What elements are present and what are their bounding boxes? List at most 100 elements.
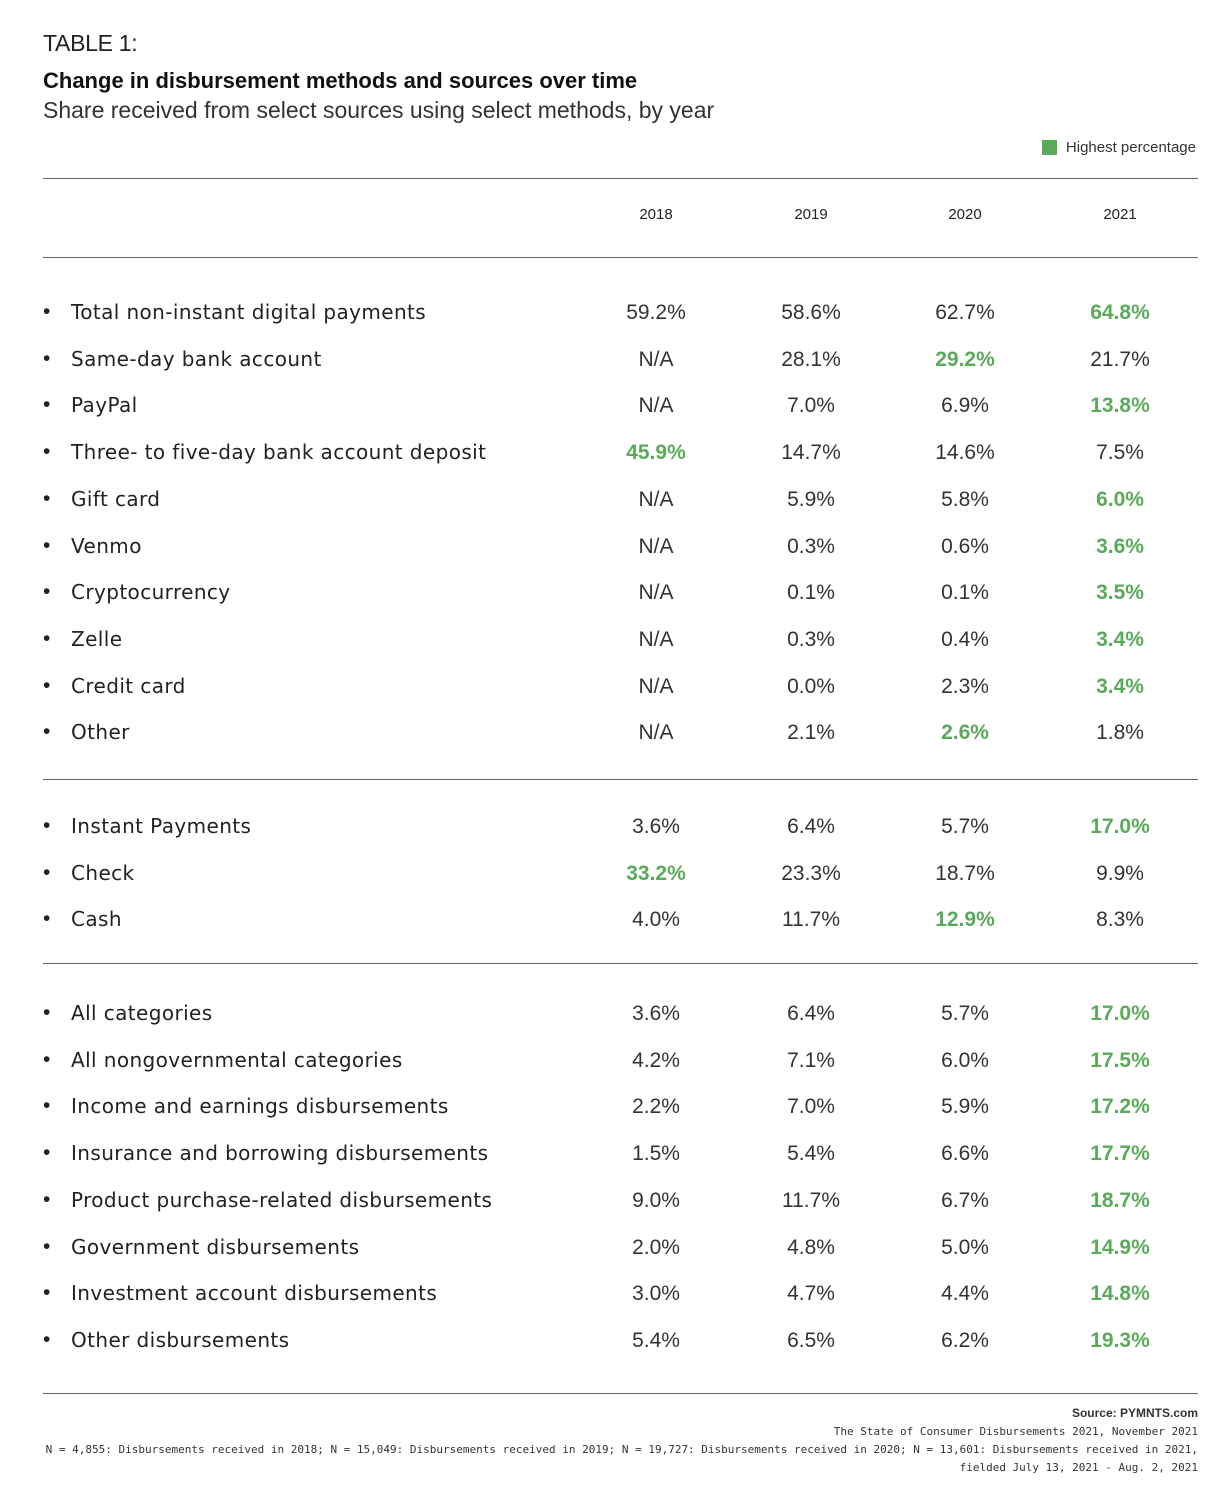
- cell-2020: 18.7%: [935, 861, 995, 885]
- cell-2018: N/A: [638, 674, 674, 698]
- cell-2019: 0.1%: [787, 581, 835, 605]
- bullet-icon: •: [43, 1327, 51, 1351]
- row-label: Venmo: [71, 533, 142, 558]
- bullet-icon: •: [43, 346, 51, 370]
- cell-2020: 5.7%: [941, 1002, 989, 1025]
- table-subtitle: Share received from select sources using…: [43, 97, 715, 123]
- table-row: • Cryptocurrency N/A 0.1% 0.1% 3.5%: [43, 580, 1198, 610]
- row-label: Other: [71, 720, 130, 745]
- bullet-icon: •: [43, 440, 51, 464]
- row-label: PayPal: [71, 393, 138, 418]
- row-label: Credit card: [71, 673, 186, 698]
- cell-2020: 6.9%: [941, 394, 989, 418]
- cell-2021: 8.3%: [1096, 908, 1144, 932]
- cell-2019: 23.3%: [781, 861, 841, 885]
- table-row: • Three- to five-day bank account deposit…: [43, 440, 1198, 470]
- cell-2018: N/A: [638, 394, 674, 418]
- row-label: Three- to five-day bank account deposit: [71, 440, 487, 465]
- cell-2020: 2.6%: [941, 721, 989, 745]
- bottom-rule: [43, 1393, 1198, 1394]
- bullet-icon: •: [43, 393, 51, 417]
- cell-2020: 5.8%: [941, 487, 989, 511]
- cell-2018: N/A: [638, 627, 674, 651]
- row-label: All categories: [71, 1001, 213, 1025]
- cell-2020: 5.7%: [941, 815, 989, 838]
- cell-2021: 17.5%: [1090, 1048, 1150, 1072]
- cell-2018: N/A: [638, 534, 674, 558]
- cell-2019: 4.8%: [787, 1235, 835, 1259]
- table-row: • Government disbursements 2.0% 4.8% 5.0% 14.…: [43, 1235, 1198, 1265]
- bullet-icon: •: [43, 1047, 51, 1071]
- table-row: • Product purchase-related disbursements 9…: [43, 1188, 1198, 1218]
- cell-2021: 14.8%: [1090, 1282, 1150, 1306]
- cell-2020: 6.2%: [941, 1328, 989, 1352]
- bullet-icon: •: [43, 720, 51, 744]
- cell-2021: 17.0%: [1090, 1002, 1150, 1025]
- table-row: • Check 33.2% 23.3% 18.7% 9.9%: [43, 861, 1198, 891]
- bullet-icon: •: [43, 1001, 51, 1024]
- cell-2018: 45.9%: [626, 441, 686, 465]
- row-label: Cash: [71, 907, 122, 932]
- cell-2018: 5.4%: [632, 1328, 680, 1352]
- cell-2019: 5.9%: [787, 487, 835, 511]
- row-label: All nongovernmental categories: [71, 1047, 403, 1072]
- column-header-2019: 2019: [794, 206, 828, 223]
- row-label: Zelle: [71, 626, 123, 651]
- cell-2020: 6.0%: [941, 1048, 989, 1072]
- cell-2018: N/A: [638, 347, 674, 371]
- table-row: • Other N/A 2.1% 2.6% 1.8%: [43, 720, 1198, 750]
- row-label: Income and earnings disbursements: [71, 1094, 449, 1119]
- cell-2021: 13.8%: [1090, 394, 1150, 418]
- cell-2021: 3.4%: [1096, 674, 1144, 698]
- cell-2021: 3.4%: [1096, 627, 1144, 651]
- cell-2020: 0.4%: [941, 627, 989, 651]
- cell-2019: 14.7%: [781, 441, 841, 465]
- cell-2021: 17.2%: [1090, 1095, 1150, 1119]
- row-label: Investment account disbursements: [71, 1281, 438, 1306]
- row-label: Government disbursements: [71, 1234, 360, 1259]
- bullet-icon: •: [43, 486, 51, 510]
- cell-2021: 18.7%: [1090, 1188, 1150, 1212]
- cell-2018: 1.5%: [632, 1142, 680, 1166]
- cell-2021: 1.8%: [1096, 721, 1144, 745]
- row-label: Check: [71, 860, 135, 885]
- table-row: • Cash 4.0% 11.7% 12.9% 8.3%: [43, 907, 1198, 937]
- cell-2018: N/A: [638, 721, 674, 745]
- bullet-icon: •: [43, 907, 51, 931]
- table-row: • Insurance and borrowing disbursements 1.…: [43, 1141, 1198, 1171]
- cell-2021: 6.0%: [1096, 487, 1144, 511]
- cell-2019: 7.0%: [787, 1095, 835, 1119]
- cell-2019: 4.7%: [787, 1282, 835, 1306]
- cell-2020: 0.1%: [941, 581, 989, 605]
- table-row: • PayPal N/A 7.0% 6.9% 13.8%: [43, 393, 1198, 423]
- bullet-icon: •: [43, 814, 51, 837]
- legend-swatch: [1041, 140, 1057, 155]
- cell-2019: 28.1%: [781, 347, 841, 371]
- cell-2020: 6.6%: [941, 1142, 989, 1166]
- cell-2018: N/A: [638, 581, 674, 605]
- table-row: • Total non-instant digital payments 59.2%…: [43, 300, 1198, 330]
- cell-2019: 11.7%: [782, 908, 840, 932]
- table-row: • Other disbursements 5.4% 6.5% 6.2% 19.3%: [43, 1328, 1198, 1358]
- column-header-row: 2018 2019 2020 2021: [43, 206, 1198, 232]
- cell-2021: 3.6%: [1096, 534, 1144, 558]
- row-label: Instant Payments: [71, 814, 252, 838]
- bullet-icon: •: [43, 1187, 51, 1211]
- header-rule: [43, 257, 1198, 258]
- table-row: • Same-day bank account N/A 28.1% 29.2% 21.7%: [43, 347, 1198, 377]
- legend-label: Highest percentage: [1065, 139, 1196, 156]
- table-row: • All categories 3.6% 6.4% 5.7% 17.0%: [43, 1001, 1198, 1031]
- cell-2021: 64.8%: [1090, 301, 1150, 324]
- cell-2019: 0.3%: [787, 627, 835, 651]
- cell-2018: 33.2%: [626, 861, 686, 885]
- cell-2021: 17.7%: [1090, 1142, 1150, 1166]
- footer-source: Source: PYMNTS.com: [1071, 1406, 1198, 1420]
- table-row: • All nongovernmental categories 4.2% 7.1% 6…: [43, 1048, 1198, 1078]
- top-rule: [43, 178, 1198, 179]
- cell-2021: 19.3%: [1090, 1328, 1150, 1352]
- cell-2020: 2.3%: [941, 674, 989, 698]
- bullet-icon: •: [43, 1141, 51, 1165]
- column-header-2018: 2018: [639, 206, 673, 223]
- bullet-icon: •: [43, 580, 51, 604]
- cell-2021: 9.9%: [1096, 861, 1144, 885]
